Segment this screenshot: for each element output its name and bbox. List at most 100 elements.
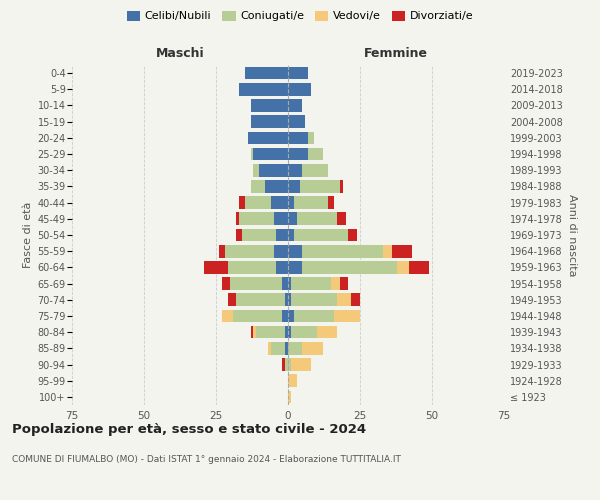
Bar xyxy=(291,294,337,306)
Bar xyxy=(340,278,349,290)
Bar xyxy=(274,245,288,258)
Bar xyxy=(352,294,360,306)
Bar xyxy=(397,261,409,274)
Bar xyxy=(288,148,308,160)
Bar xyxy=(331,278,340,290)
Bar xyxy=(308,132,314,144)
Bar xyxy=(337,294,352,306)
Bar xyxy=(409,261,429,274)
Bar xyxy=(302,164,328,176)
Text: COMUNE DI FIUMALBO (MO) - Dati ISTAT 1° gennaio 2024 - Elaborazione TUTTITALIA.I: COMUNE DI FIUMALBO (MO) - Dati ISTAT 1° … xyxy=(12,455,401,464)
Bar xyxy=(259,164,288,176)
Bar xyxy=(253,326,256,338)
Bar xyxy=(294,310,334,322)
Bar xyxy=(251,180,265,192)
Bar xyxy=(288,278,291,290)
Bar xyxy=(317,326,337,338)
Bar xyxy=(268,342,271,354)
Bar xyxy=(285,358,288,371)
Bar xyxy=(288,228,294,241)
Bar xyxy=(340,180,343,192)
Bar xyxy=(288,67,308,80)
Bar xyxy=(288,358,291,371)
Bar xyxy=(253,148,288,160)
Bar xyxy=(291,358,311,371)
Bar xyxy=(236,294,285,306)
Bar xyxy=(334,310,360,322)
Bar xyxy=(282,358,285,371)
Legend: Celibi/Nubili, Coniugati/e, Vedovi/e, Divorziati/e: Celibi/Nubili, Coniugati/e, Vedovi/e, Di… xyxy=(127,10,473,22)
Bar xyxy=(288,294,291,306)
Bar xyxy=(239,212,274,225)
Bar xyxy=(222,310,233,322)
Text: Femmine: Femmine xyxy=(364,47,428,60)
Bar xyxy=(239,83,288,96)
Y-axis label: Anni di nascita: Anni di nascita xyxy=(567,194,577,276)
Bar xyxy=(205,261,227,274)
Bar xyxy=(285,342,288,354)
Bar xyxy=(233,310,282,322)
Bar xyxy=(302,245,383,258)
Bar xyxy=(291,278,331,290)
Bar xyxy=(288,326,291,338)
Bar xyxy=(251,116,288,128)
Bar xyxy=(299,180,340,192)
Bar xyxy=(288,180,299,192)
Bar xyxy=(288,261,302,274)
Bar xyxy=(224,245,274,258)
Bar xyxy=(288,116,305,128)
Bar xyxy=(288,99,302,112)
Bar xyxy=(256,326,285,338)
Bar xyxy=(308,148,323,160)
Bar xyxy=(239,196,245,209)
Bar xyxy=(288,245,302,258)
Bar xyxy=(285,326,288,338)
Bar xyxy=(294,196,328,209)
Bar xyxy=(288,374,296,387)
Bar xyxy=(236,228,242,241)
Bar xyxy=(288,342,302,354)
Bar xyxy=(288,390,291,403)
Bar xyxy=(349,228,357,241)
Bar xyxy=(294,228,349,241)
Bar xyxy=(282,310,288,322)
Bar xyxy=(302,342,323,354)
Bar xyxy=(291,326,317,338)
Y-axis label: Fasce di età: Fasce di età xyxy=(23,202,33,268)
Bar xyxy=(296,212,337,225)
Bar xyxy=(288,310,294,322)
Bar xyxy=(274,212,288,225)
Bar xyxy=(251,148,253,160)
Bar xyxy=(251,99,288,112)
Bar xyxy=(328,196,334,209)
Text: Maschi: Maschi xyxy=(155,47,205,60)
Bar xyxy=(271,196,288,209)
Bar xyxy=(271,342,285,354)
Bar xyxy=(288,212,296,225)
Bar xyxy=(227,261,277,274)
Bar xyxy=(277,261,288,274)
Bar xyxy=(219,245,224,258)
Bar xyxy=(282,278,288,290)
Bar xyxy=(245,67,288,80)
Bar xyxy=(230,278,282,290)
Bar xyxy=(285,294,288,306)
Bar xyxy=(288,196,294,209)
Bar xyxy=(288,164,302,176)
Bar xyxy=(227,294,236,306)
Text: Popolazione per età, sesso e stato civile - 2024: Popolazione per età, sesso e stato civil… xyxy=(12,422,366,436)
Bar xyxy=(392,245,412,258)
Bar xyxy=(337,212,346,225)
Bar xyxy=(302,261,397,274)
Bar xyxy=(236,212,239,225)
Bar xyxy=(222,278,230,290)
Bar xyxy=(383,245,392,258)
Bar xyxy=(253,164,259,176)
Bar xyxy=(277,228,288,241)
Bar xyxy=(288,132,308,144)
Bar xyxy=(248,132,288,144)
Bar xyxy=(288,83,311,96)
Bar xyxy=(242,228,277,241)
Bar xyxy=(245,196,271,209)
Bar xyxy=(265,180,288,192)
